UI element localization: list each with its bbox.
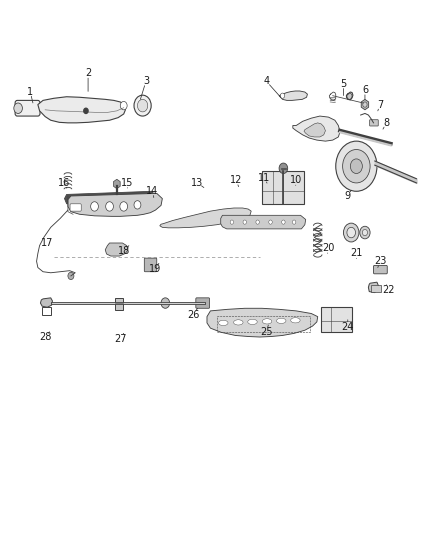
Text: 4: 4: [263, 76, 269, 86]
Circle shape: [134, 95, 151, 116]
Text: 9: 9: [345, 191, 351, 201]
Text: 1: 1: [27, 86, 33, 96]
Circle shape: [293, 220, 296, 224]
FancyBboxPatch shape: [144, 258, 157, 272]
Text: 24: 24: [342, 321, 354, 332]
Circle shape: [120, 101, 127, 110]
Circle shape: [134, 201, 141, 209]
FancyBboxPatch shape: [262, 172, 304, 204]
Ellipse shape: [233, 320, 243, 325]
Text: 18: 18: [118, 246, 131, 256]
Polygon shape: [105, 243, 128, 256]
Ellipse shape: [262, 319, 272, 324]
Polygon shape: [68, 193, 162, 216]
Circle shape: [68, 272, 74, 280]
Text: 17: 17: [41, 238, 53, 248]
Circle shape: [243, 220, 247, 224]
Circle shape: [362, 229, 367, 236]
Text: 25: 25: [260, 327, 272, 337]
Text: 28: 28: [39, 332, 51, 342]
Circle shape: [269, 220, 272, 224]
Text: 5: 5: [340, 79, 346, 88]
Polygon shape: [221, 215, 306, 229]
Circle shape: [347, 93, 352, 99]
Polygon shape: [40, 298, 53, 307]
Text: 21: 21: [350, 248, 363, 259]
Text: 13: 13: [191, 178, 204, 188]
Circle shape: [106, 201, 113, 211]
Circle shape: [138, 99, 148, 112]
FancyBboxPatch shape: [374, 265, 387, 274]
Circle shape: [343, 149, 370, 183]
Circle shape: [279, 163, 288, 174]
Circle shape: [161, 298, 170, 308]
Ellipse shape: [291, 318, 300, 323]
Text: 3: 3: [143, 76, 149, 86]
Text: 22: 22: [382, 285, 395, 295]
Circle shape: [84, 108, 88, 114]
FancyBboxPatch shape: [15, 100, 40, 116]
Circle shape: [282, 220, 285, 224]
Circle shape: [280, 93, 285, 98]
FancyBboxPatch shape: [70, 204, 81, 211]
FancyBboxPatch shape: [370, 120, 378, 126]
Text: 19: 19: [148, 264, 161, 274]
Text: 14: 14: [146, 186, 159, 196]
Circle shape: [230, 220, 233, 224]
Polygon shape: [304, 123, 325, 137]
Circle shape: [347, 228, 356, 238]
Polygon shape: [207, 308, 318, 337]
Text: 10: 10: [290, 175, 302, 185]
Text: 7: 7: [377, 100, 383, 110]
Polygon shape: [293, 116, 340, 141]
Polygon shape: [160, 208, 251, 228]
Ellipse shape: [276, 318, 286, 324]
Circle shape: [343, 223, 359, 242]
Text: 6: 6: [362, 85, 368, 95]
FancyBboxPatch shape: [196, 298, 209, 308]
Circle shape: [363, 102, 367, 107]
Circle shape: [336, 141, 377, 191]
Circle shape: [256, 220, 259, 224]
Text: 16: 16: [58, 178, 71, 188]
Text: 23: 23: [374, 256, 386, 266]
Text: 12: 12: [230, 175, 242, 185]
Text: 2: 2: [85, 68, 91, 78]
Circle shape: [350, 159, 362, 174]
Circle shape: [91, 201, 99, 211]
Text: 26: 26: [187, 310, 199, 320]
Text: 8: 8: [383, 118, 389, 128]
Text: 15: 15: [120, 178, 133, 188]
Polygon shape: [279, 91, 307, 100]
FancyBboxPatch shape: [115, 298, 123, 310]
Text: 20: 20: [322, 243, 335, 253]
Circle shape: [120, 201, 127, 211]
Circle shape: [360, 227, 370, 239]
Polygon shape: [64, 191, 155, 204]
Text: 27: 27: [114, 334, 127, 344]
FancyBboxPatch shape: [321, 306, 352, 332]
FancyBboxPatch shape: [371, 285, 381, 292]
Ellipse shape: [248, 319, 257, 325]
Circle shape: [14, 103, 22, 114]
Text: 11: 11: [258, 173, 270, 183]
Polygon shape: [368, 282, 379, 293]
Polygon shape: [38, 97, 125, 123]
Ellipse shape: [219, 320, 228, 326]
